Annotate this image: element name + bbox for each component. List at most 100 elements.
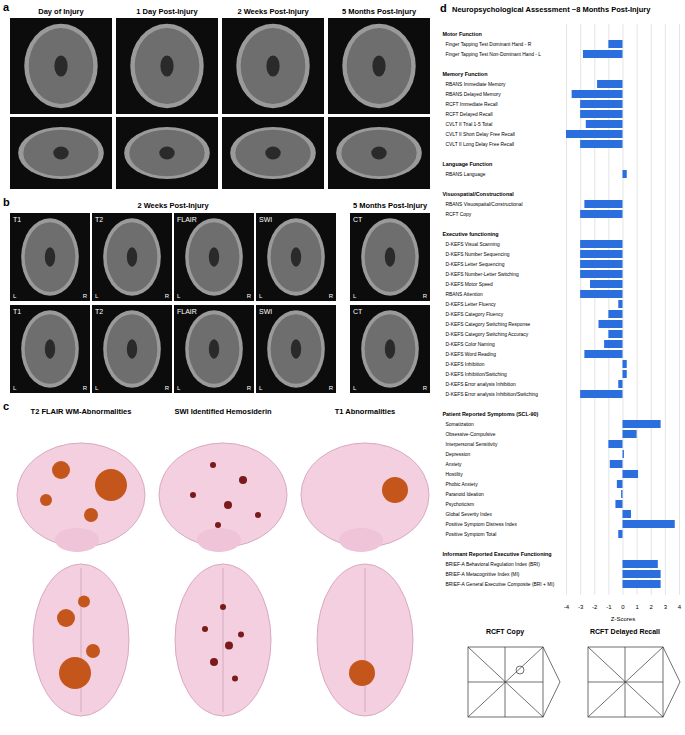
svg-text:L: L <box>353 293 357 299</box>
svg-text:c: c <box>3 400 9 412</box>
svg-text:D-KEFS Visual Scanning: D-KEFS Visual Scanning <box>446 242 501 247</box>
svg-text:L: L <box>13 385 17 391</box>
svg-text:5 Months Post-Injury: 5 Months Post-Injury <box>342 7 417 16</box>
svg-text:R: R <box>83 385 88 391</box>
svg-text:R: R <box>165 385 170 391</box>
svg-text:L: L <box>353 385 357 391</box>
svg-text:SWI: SWI <box>259 216 272 223</box>
svg-text:RCFT Copy: RCFT Copy <box>486 628 524 636</box>
svg-text:Interpersonal Sensitivity: Interpersonal Sensitivity <box>446 442 498 447</box>
svg-text:T1 Abnormalities: T1 Abnormalities <box>335 407 396 416</box>
svg-text:R: R <box>423 293 428 299</box>
svg-text:Language Function: Language Function <box>443 161 493 167</box>
svg-text:Informant Reported Executive F: Informant Reported Executive Functioning <box>443 551 552 557</box>
svg-text:a: a <box>3 1 10 13</box>
svg-text:D-KEFS Error analysis Inhibiti: D-KEFS Error analysis Inhibition <box>446 382 516 387</box>
svg-text:CT: CT <box>353 308 363 315</box>
svg-text:CVLT II Long Delay Free Recall: CVLT II Long Delay Free Recall <box>446 142 515 147</box>
svg-text:Hostility: Hostility <box>446 472 464 477</box>
svg-text:Day of Injury: Day of Injury <box>38 7 84 16</box>
svg-text:RBANS Attention: RBANS Attention <box>446 292 484 297</box>
svg-text:2 Weeks Post-Injury: 2 Weeks Post-Injury <box>137 201 209 210</box>
svg-text:RBANS Immediate Memory: RBANS Immediate Memory <box>446 82 507 87</box>
svg-text:BRIEF-A Behavioral Regulation: BRIEF-A Behavioral Regulation Index (BRI… <box>446 562 541 567</box>
svg-text:D-KEFS Word Reading: D-KEFS Word Reading <box>446 352 497 357</box>
svg-text:R: R <box>423 385 428 391</box>
svg-text:D-KEFS Category Switching Resp: D-KEFS Category Switching Response <box>446 322 531 327</box>
svg-text:L: L <box>177 385 181 391</box>
svg-text:Patient Reported Symptoms (SCL: Patient Reported Symptoms (SCL-90) <box>443 411 539 417</box>
svg-text:1 Day Post-Injury: 1 Day Post-Injury <box>136 7 198 16</box>
svg-text:D-KEFS Letter Fluency: D-KEFS Letter Fluency <box>446 302 497 307</box>
svg-text:BRIEF-A Metacognitive Index (M: BRIEF-A Metacognitive Index (MI) <box>446 572 520 577</box>
svg-text:1: 1 <box>635 604 639 610</box>
svg-text:D-KEFS Category Fluency: D-KEFS Category Fluency <box>446 312 504 317</box>
svg-text:L: L <box>259 293 263 299</box>
svg-text:R: R <box>247 385 252 391</box>
svg-text:b: b <box>3 196 10 208</box>
svg-text:T1: T1 <box>13 216 21 223</box>
svg-text:R: R <box>329 385 334 391</box>
svg-text:Motor Function: Motor Function <box>443 31 482 37</box>
svg-text:Psychoticism: Psychoticism <box>446 502 475 507</box>
svg-text:-4: -4 <box>564 604 570 610</box>
svg-text:Finger Tapping Test Dominant H: Finger Tapping Test Dominant Hand - R <box>446 42 532 47</box>
svg-text:SWI: SWI <box>259 308 272 315</box>
svg-text:L: L <box>13 293 17 299</box>
svg-text:L: L <box>259 385 263 391</box>
svg-text:RBANS Delayed Memory: RBANS Delayed Memory <box>446 92 502 97</box>
svg-text:Executive functioning: Executive functioning <box>443 231 499 237</box>
svg-text:D-KEFS Letter Sequencing: D-KEFS Letter Sequencing <box>446 262 505 267</box>
svg-text:BRIEF-A General Executive Comp: BRIEF-A General Executive Composite (BRI… <box>446 582 555 587</box>
svg-text:D-KEFS Category Switching Accu: D-KEFS Category Switching Accuracy <box>446 332 529 337</box>
svg-text:Visuospatial/Constructional: Visuospatial/Constructional <box>443 191 515 197</box>
svg-text:R: R <box>165 293 170 299</box>
svg-text:D-KEFS Number Sequencing: D-KEFS Number Sequencing <box>446 252 510 257</box>
svg-text:FLAIR: FLAIR <box>177 216 197 223</box>
svg-text:Memory Function: Memory Function <box>443 71 488 77</box>
svg-text:D-KEFS Inhibition/Switching: D-KEFS Inhibition/Switching <box>446 372 507 377</box>
svg-text:RCFT Copy: RCFT Copy <box>446 212 472 217</box>
svg-text:RBANS Visuospatial/Constructio: RBANS Visuospatial/Constructional <box>446 202 523 207</box>
svg-text:2: 2 <box>650 604 654 610</box>
svg-text:RCFT Delayed Recall: RCFT Delayed Recall <box>590 628 660 636</box>
svg-text:Positive Symptom Distress Inde: Positive Symptom Distress Index <box>446 522 518 527</box>
svg-text:R: R <box>247 293 252 299</box>
svg-text:-1: -1 <box>606 604 612 610</box>
svg-text:-2: -2 <box>592 604 598 610</box>
svg-text:T1: T1 <box>13 308 21 315</box>
svg-text:D-KEFS Color Naming: D-KEFS Color Naming <box>446 342 495 347</box>
svg-text:D-KEFS Motor Speed: D-KEFS Motor Speed <box>446 282 494 287</box>
svg-text:CT: CT <box>353 216 363 223</box>
svg-text:L: L <box>177 293 181 299</box>
svg-text:Positive Symptom Total: Positive Symptom Total <box>446 532 497 537</box>
svg-text:0: 0 <box>621 604 625 610</box>
svg-text:T2 FLAIR WM-Abnormalities: T2 FLAIR WM-Abnormalities <box>31 407 132 416</box>
svg-text:RBANS Language: RBANS Language <box>446 172 486 177</box>
svg-text:SWI Identified Hemosiderin: SWI Identified Hemosiderin <box>174 407 272 416</box>
svg-text:Anxiety: Anxiety <box>446 462 463 467</box>
svg-text:2 Weeks Post-Injury: 2 Weeks Post-Injury <box>237 7 309 16</box>
svg-text:Phobic Anxiety: Phobic Anxiety <box>446 482 479 487</box>
svg-text:Depression: Depression <box>446 452 471 457</box>
svg-text:D-KEFS Number-Letter Switching: D-KEFS Number-Letter Switching <box>446 272 519 277</box>
svg-text:R: R <box>83 293 88 299</box>
svg-text:L: L <box>95 385 99 391</box>
svg-text:Somatization: Somatization <box>446 422 475 427</box>
svg-text:4: 4 <box>678 604 682 610</box>
svg-text:Z-Scores: Z-Scores <box>611 616 635 622</box>
svg-text:Global Severity Index: Global Severity Index <box>446 512 493 517</box>
svg-text:T2: T2 <box>95 308 103 315</box>
svg-text:RCFT Immediate Recall: RCFT Immediate Recall <box>446 102 498 107</box>
svg-text:L: L <box>95 293 99 299</box>
svg-text:CVLT II Short Delay Free Recal: CVLT II Short Delay Free Recall <box>446 132 515 137</box>
svg-text:Obsessive-Compulsive: Obsessive-Compulsive <box>446 432 496 437</box>
svg-text:D-KEFS Error analysis Inhibiti: D-KEFS Error analysis Inhibition/Switchi… <box>446 392 539 397</box>
svg-text:D-KEFS Inhibition: D-KEFS Inhibition <box>446 362 485 367</box>
svg-text:Paranoid Ideation: Paranoid Ideation <box>446 492 485 497</box>
svg-text:RCFT Delayed Recall: RCFT Delayed Recall <box>446 112 493 117</box>
svg-text:5 Months Post-Injury: 5 Months Post-Injury <box>353 201 428 210</box>
svg-text:3: 3 <box>664 604 668 610</box>
svg-text:-3: -3 <box>578 604 584 610</box>
svg-text:T2: T2 <box>95 216 103 223</box>
